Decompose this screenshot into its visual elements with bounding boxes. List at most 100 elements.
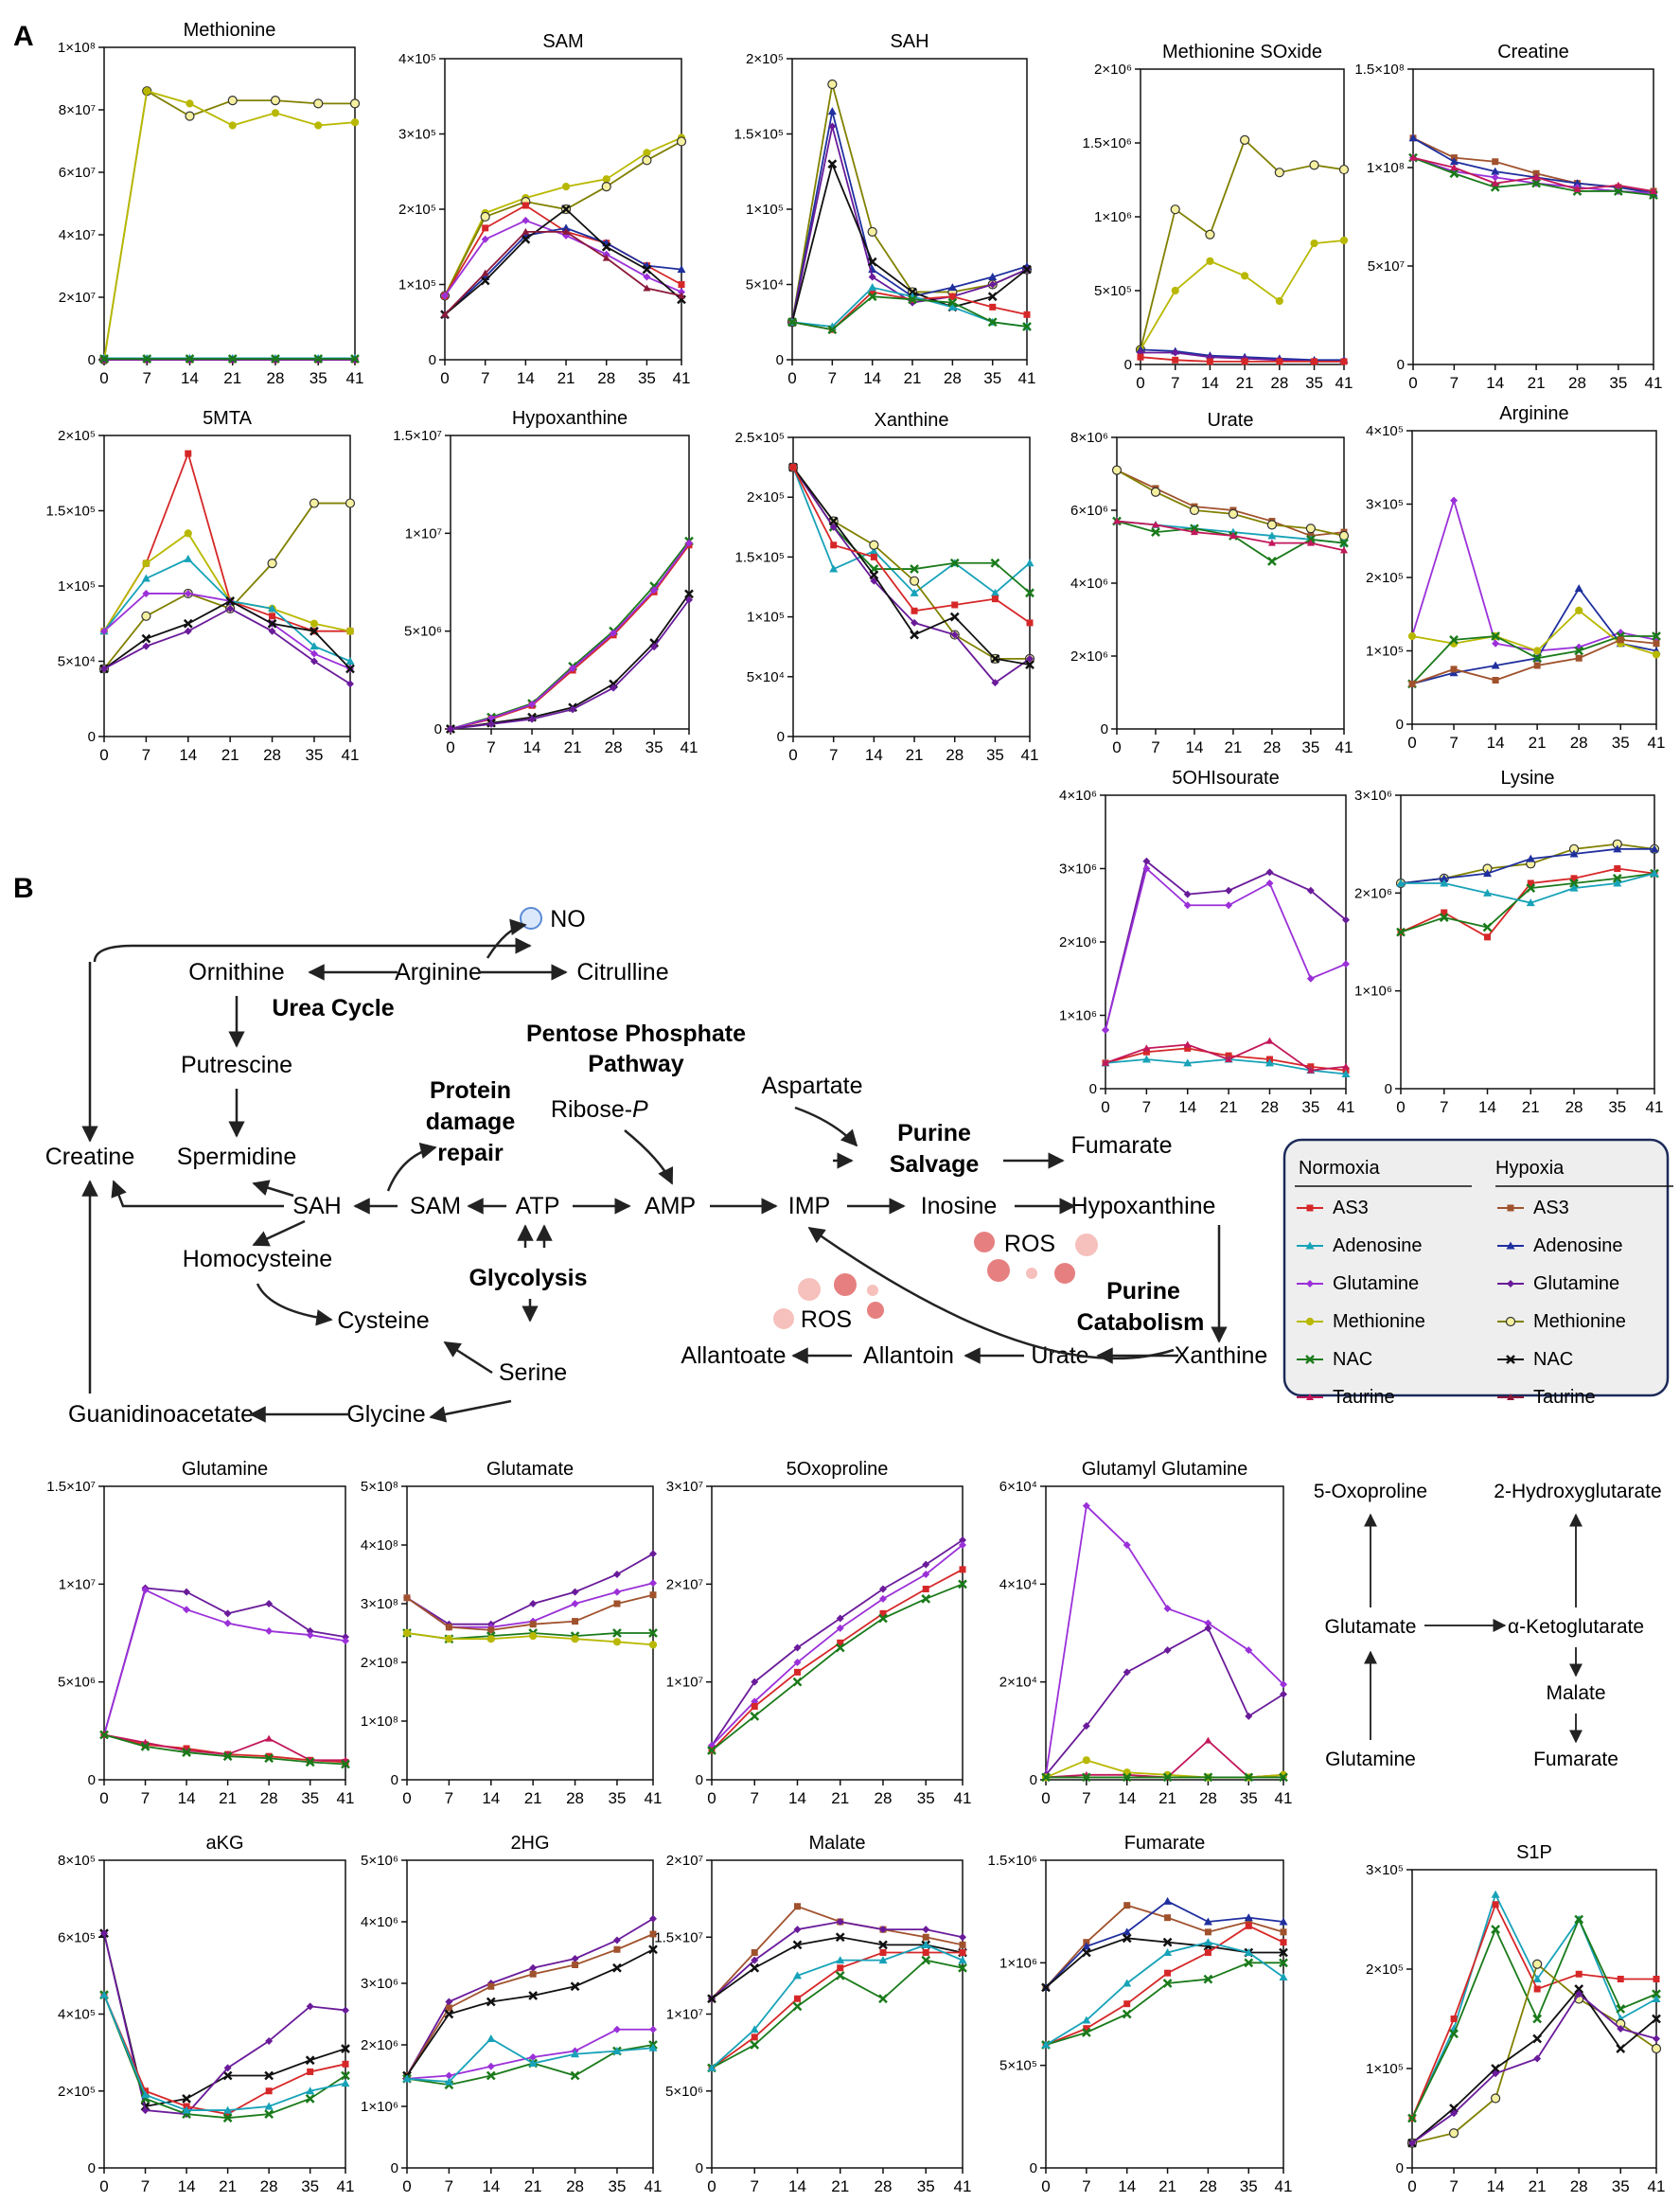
- node-imp: IMP: [788, 1193, 830, 1219]
- legend-label: Glutamine: [1333, 1273, 1419, 1294]
- data-point: [184, 627, 192, 635]
- data-point: [1171, 286, 1179, 295]
- node-creatine: Creatine: [45, 1144, 135, 1170]
- data-point: [1617, 2025, 1625, 2033]
- node-no: NO: [550, 906, 586, 932]
- data-point: [342, 1637, 349, 1645]
- data-point: [1613, 879, 1622, 887]
- data-point: [987, 317, 998, 328]
- data-point: [182, 2105, 191, 2114]
- data-point: [911, 618, 919, 627]
- series-glutamine-hypoxia-: [1408, 1990, 1660, 2147]
- data-point: [649, 1550, 657, 1558]
- series-methionine-hypoxia-: [1111, 465, 1350, 542]
- data-point: [987, 292, 998, 302]
- x-tick-label: 35: [1301, 738, 1319, 756]
- y-tick-label: 0: [1030, 1772, 1037, 1788]
- data-point: [1492, 639, 1500, 648]
- y-tick-label: 3×10⁶: [1059, 861, 1097, 878]
- data-point: [1652, 1995, 1661, 2002]
- data-point: [1532, 1975, 1542, 1982]
- x-tick-label: 14: [788, 1789, 806, 1807]
- data-point: [264, 2070, 274, 2081]
- chart-title: Creatine: [1497, 42, 1569, 62]
- data-point: [1204, 1619, 1212, 1627]
- data-point: [309, 649, 318, 658]
- chart-creatine: Creatine 0 5×10⁷ 1×10⁸ 1.5×10⁸ 0 7 14 21 28 35 41: [1354, 42, 1662, 392]
- data-point: [445, 2071, 453, 2080]
- data-point: [990, 588, 999, 596]
- chart-hypoxanthine: Hypoxanthine 0 5×10⁶ 1×10⁷ 1.5×10⁷ 0 7 14 21 28 35…: [393, 408, 698, 756]
- pathway-diagram: NO Ornithine Arginine Citrulline Urea Cycle P…: [45, 906, 1268, 1428]
- data-point: [142, 354, 152, 364]
- data-point: [1025, 559, 1035, 567]
- node-ribose: Ribose-: [551, 1096, 632, 1123]
- y-tick-label: 3×10⁵: [398, 127, 436, 143]
- series-nac-normoxia-: [99, 354, 360, 364]
- data-point: [650, 586, 659, 595]
- glu-node-aketoglutarate: α-Ketoglutarate: [1508, 1616, 1644, 1638]
- glu-node-malate: Malate: [1546, 1682, 1605, 1704]
- data-point: [184, 554, 193, 562]
- x-tick-label: 7: [445, 1789, 453, 1807]
- x-tick-label: 14: [178, 1789, 196, 1807]
- y-tick-label: 4×10⁶: [361, 1914, 398, 1930]
- data-point: [1338, 164, 1350, 175]
- data-point: [1407, 631, 1417, 641]
- x-tick-label: 0: [99, 746, 108, 764]
- data-point: [878, 1613, 888, 1624]
- data-point: [345, 664, 355, 674]
- series-nac-normoxia-: [99, 1990, 350, 2123]
- data-point: [648, 1628, 658, 1638]
- chart-title: Arginine: [1499, 403, 1568, 424]
- data-point: [481, 235, 489, 243]
- x-tick-label: 14: [1118, 2177, 1136, 2195]
- data-point: [313, 98, 324, 109]
- data-point: [991, 679, 999, 687]
- data-point: [183, 1606, 191, 1614]
- data-point: [342, 2060, 349, 2068]
- x-tick-label: 35: [608, 2177, 626, 2195]
- data-point: [1225, 1056, 1233, 1062]
- y-tick-label: 2×10⁷: [666, 1576, 703, 1592]
- y-tick-label: 2×10⁵: [747, 489, 785, 506]
- node-ros: ROS: [801, 1306, 852, 1333]
- node-aspartate: Aspartate: [761, 1073, 862, 1099]
- data-point: [836, 1624, 844, 1632]
- data-point: [182, 1748, 191, 1757]
- chart-title: Glutamate: [486, 1459, 574, 1480]
- node-glycolysis: Glycolysis: [469, 1265, 587, 1291]
- data-point: [268, 604, 277, 613]
- data-point: [267, 618, 277, 629]
- x-tick-label: 14: [178, 2177, 196, 2195]
- y-tick-label: 5×10⁶: [404, 624, 442, 640]
- data-point: [601, 182, 611, 192]
- x-tick-label: 21: [1158, 1789, 1176, 1807]
- data-point: [1340, 546, 1348, 554]
- data-point: [602, 254, 610, 261]
- data-point: [1617, 1976, 1624, 1982]
- chart-title: Glutamine: [182, 1459, 268, 1480]
- chart-title: SAH: [890, 31, 928, 52]
- data-point: [949, 558, 960, 568]
- x-tick-label: 41: [1648, 734, 1666, 752]
- data-point: [649, 1591, 657, 1599]
- data-point: [572, 1618, 579, 1625]
- data-point: [1450, 2109, 1459, 2118]
- data-point: [1306, 539, 1315, 546]
- x-tick-label: 14: [181, 369, 199, 387]
- data-point: [612, 2025, 621, 2033]
- ros-bubble: [867, 1285, 878, 1296]
- series-glutamine-hypoxia-: [447, 595, 693, 733]
- data-point: [835, 1643, 845, 1653]
- y-tick-label: 1.5×10⁷: [46, 1479, 96, 1495]
- data-point: [685, 595, 693, 604]
- data-point: [345, 498, 356, 508]
- data-point: [676, 136, 687, 147]
- chart-sam: SAM 0 1×10⁵ 2×10⁵ 3×10⁵ 4×10⁵ 0 7 14 21 28 35 41: [398, 31, 690, 387]
- data-point: [345, 657, 355, 665]
- data-point: [1450, 2016, 1458, 2022]
- legend-marker: [1506, 1241, 1515, 1250]
- data-point: [1151, 527, 1160, 537]
- chart-frame: [450, 435, 690, 730]
